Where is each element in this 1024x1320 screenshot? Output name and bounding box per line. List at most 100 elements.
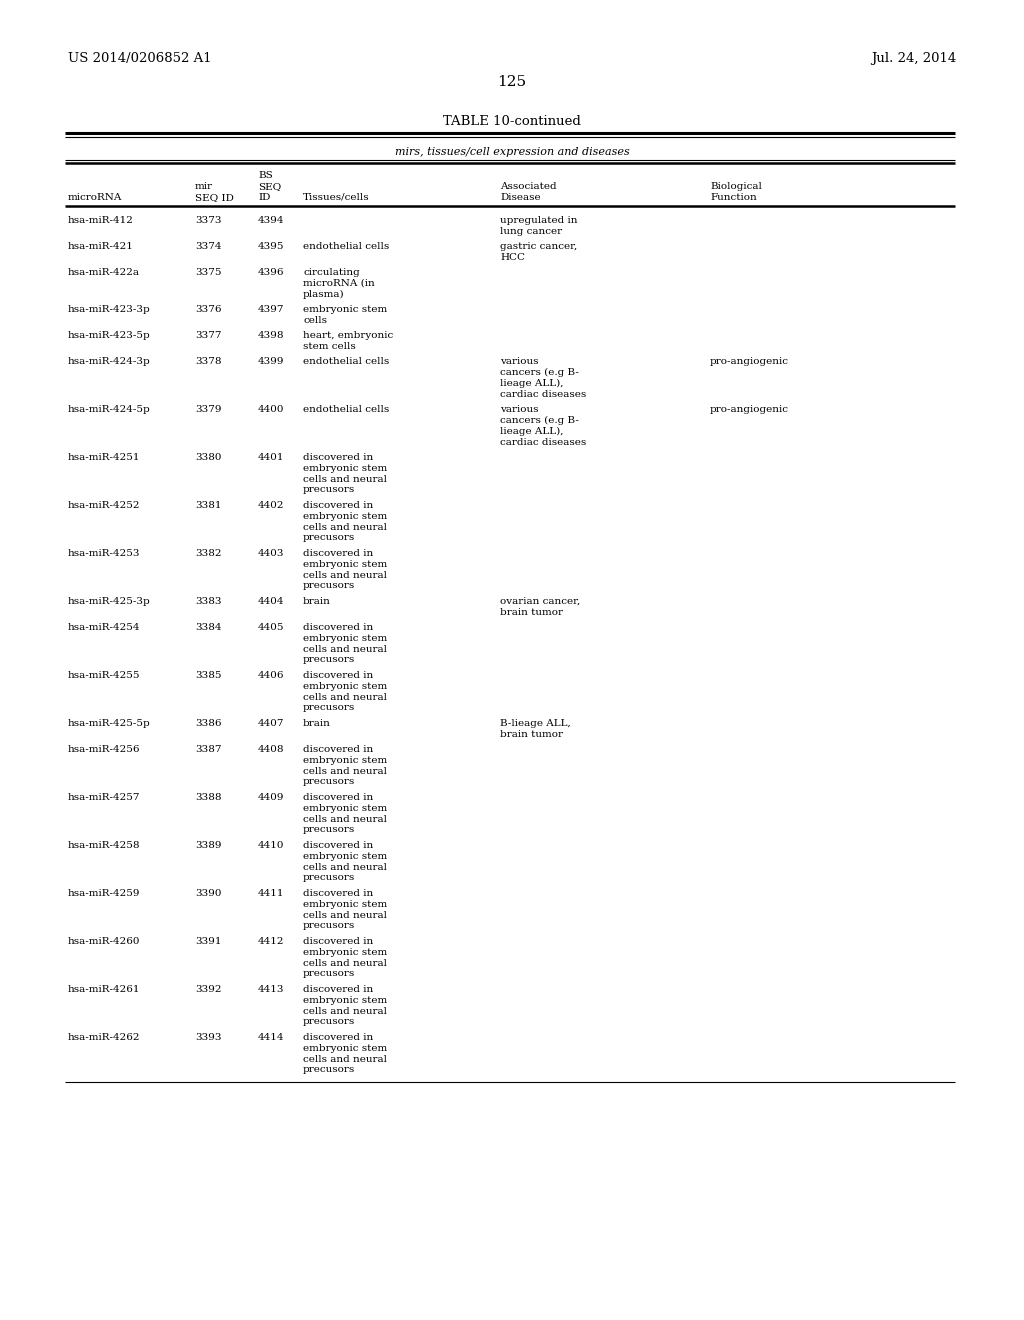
Text: 3387: 3387 <box>195 744 221 754</box>
Text: 3377: 3377 <box>195 331 221 341</box>
Text: 125: 125 <box>498 75 526 88</box>
Text: 3386: 3386 <box>195 719 221 729</box>
Text: hsa-miR-425-5p: hsa-miR-425-5p <box>68 719 151 729</box>
Text: 3379: 3379 <box>195 405 221 414</box>
Text: pro-angiogenic: pro-angiogenic <box>710 356 790 366</box>
Text: 4401: 4401 <box>258 453 285 462</box>
Text: discovered in
embryonic stem
cells and neural
precusors: discovered in embryonic stem cells and n… <box>303 793 387 834</box>
Text: 4408: 4408 <box>258 744 285 754</box>
Text: brain: brain <box>303 719 331 729</box>
Text: circulating
microRNA (in
plasma): circulating microRNA (in plasma) <box>303 268 375 298</box>
Text: discovered in
embryonic stem
cells and neural
precusors: discovered in embryonic stem cells and n… <box>303 502 387 543</box>
Text: discovered in
embryonic stem
cells and neural
precusors: discovered in embryonic stem cells and n… <box>303 671 387 713</box>
Text: endothelial cells: endothelial cells <box>303 405 389 414</box>
Text: various
cancers (e.g B-
lieage ALL),
cardiac diseases: various cancers (e.g B- lieage ALL), car… <box>500 356 587 399</box>
Text: 4397: 4397 <box>258 305 285 314</box>
Text: 3383: 3383 <box>195 597 221 606</box>
Text: 3376: 3376 <box>195 305 221 314</box>
Text: hsa-miR-4256: hsa-miR-4256 <box>68 744 140 754</box>
Text: Tissues/cells: Tissues/cells <box>303 193 370 202</box>
Text: discovered in
embryonic stem
cells and neural
precusors: discovered in embryonic stem cells and n… <box>303 744 387 787</box>
Text: endothelial cells: endothelial cells <box>303 242 389 251</box>
Text: heart, embryonic
stem cells: heart, embryonic stem cells <box>303 331 393 351</box>
Text: SEQ ID: SEQ ID <box>195 193 233 202</box>
Text: SEQ: SEQ <box>258 182 282 191</box>
Text: US 2014/0206852 A1: US 2014/0206852 A1 <box>68 51 212 65</box>
Text: hsa-miR-4260: hsa-miR-4260 <box>68 937 140 946</box>
Text: 4403: 4403 <box>258 549 285 558</box>
Text: mirs, tissues/cell expression and diseases: mirs, tissues/cell expression and diseas… <box>394 147 630 157</box>
Text: 3381: 3381 <box>195 502 221 510</box>
Text: 3389: 3389 <box>195 841 221 850</box>
Text: pro-angiogenic: pro-angiogenic <box>710 405 790 414</box>
Text: Associated: Associated <box>500 182 557 191</box>
Text: 4412: 4412 <box>258 937 285 946</box>
Text: 4400: 4400 <box>258 405 285 414</box>
Text: 4410: 4410 <box>258 841 285 850</box>
Text: Biological: Biological <box>710 182 762 191</box>
Text: brain: brain <box>303 597 331 606</box>
Text: various
cancers (e.g B-
lieage ALL),
cardiac diseases: various cancers (e.g B- lieage ALL), car… <box>500 405 587 446</box>
Text: embryonic stem
cells: embryonic stem cells <box>303 305 387 325</box>
Text: 3373: 3373 <box>195 216 221 224</box>
Text: hsa-miR-422a: hsa-miR-422a <box>68 268 140 277</box>
Text: 4404: 4404 <box>258 597 285 606</box>
Text: endothelial cells: endothelial cells <box>303 356 389 366</box>
Text: Function: Function <box>710 193 757 202</box>
Text: ovarian cancer,
brain tumor: ovarian cancer, brain tumor <box>500 597 581 616</box>
Text: B-lieage ALL,
brain tumor: B-lieage ALL, brain tumor <box>500 719 570 739</box>
Text: microRNA: microRNA <box>68 193 123 202</box>
Text: discovered in
embryonic stem
cells and neural
precusors: discovered in embryonic stem cells and n… <box>303 1034 387 1074</box>
Text: hsa-miR-4261: hsa-miR-4261 <box>68 985 140 994</box>
Text: hsa-miR-4259: hsa-miR-4259 <box>68 888 140 898</box>
Text: hsa-miR-412: hsa-miR-412 <box>68 216 134 224</box>
Text: hsa-miR-424-5p: hsa-miR-424-5p <box>68 405 151 414</box>
Text: 4407: 4407 <box>258 719 285 729</box>
Text: 4411: 4411 <box>258 888 285 898</box>
Text: ID: ID <box>258 193 270 202</box>
Text: 3390: 3390 <box>195 888 221 898</box>
Text: hsa-miR-4255: hsa-miR-4255 <box>68 671 140 680</box>
Text: 4406: 4406 <box>258 671 285 680</box>
Text: 4396: 4396 <box>258 268 285 277</box>
Text: discovered in
embryonic stem
cells and neural
precusors: discovered in embryonic stem cells and n… <box>303 549 387 590</box>
Text: 4394: 4394 <box>258 216 285 224</box>
Text: discovered in
embryonic stem
cells and neural
precusors: discovered in embryonic stem cells and n… <box>303 888 387 931</box>
Text: discovered in
embryonic stem
cells and neural
precusors: discovered in embryonic stem cells and n… <box>303 937 387 978</box>
Text: 4399: 4399 <box>258 356 285 366</box>
Text: 4398: 4398 <box>258 331 285 341</box>
Text: hsa-miR-4262: hsa-miR-4262 <box>68 1034 140 1041</box>
Text: 3388: 3388 <box>195 793 221 803</box>
Text: 3375: 3375 <box>195 268 221 277</box>
Text: 3384: 3384 <box>195 623 221 632</box>
Text: mir: mir <box>195 182 213 191</box>
Text: hsa-miR-421: hsa-miR-421 <box>68 242 134 251</box>
Text: 4414: 4414 <box>258 1034 285 1041</box>
Text: hsa-miR-4251: hsa-miR-4251 <box>68 453 140 462</box>
Text: 3380: 3380 <box>195 453 221 462</box>
Text: TABLE 10-continued: TABLE 10-continued <box>443 115 581 128</box>
Text: 3393: 3393 <box>195 1034 221 1041</box>
Text: hsa-miR-424-3p: hsa-miR-424-3p <box>68 356 151 366</box>
Text: 3382: 3382 <box>195 549 221 558</box>
Text: BS: BS <box>258 172 272 180</box>
Text: hsa-miR-425-3p: hsa-miR-425-3p <box>68 597 151 606</box>
Text: hsa-miR-4253: hsa-miR-4253 <box>68 549 140 558</box>
Text: 3392: 3392 <box>195 985 221 994</box>
Text: 3378: 3378 <box>195 356 221 366</box>
Text: discovered in
embryonic stem
cells and neural
precusors: discovered in embryonic stem cells and n… <box>303 985 387 1026</box>
Text: Disease: Disease <box>500 193 541 202</box>
Text: Jul. 24, 2014: Jul. 24, 2014 <box>870 51 956 65</box>
Text: 3391: 3391 <box>195 937 221 946</box>
Text: hsa-miR-423-5p: hsa-miR-423-5p <box>68 331 151 341</box>
Text: 4395: 4395 <box>258 242 285 251</box>
Text: hsa-miR-4257: hsa-miR-4257 <box>68 793 140 803</box>
Text: hsa-miR-423-3p: hsa-miR-423-3p <box>68 305 151 314</box>
Text: 4409: 4409 <box>258 793 285 803</box>
Text: hsa-miR-4254: hsa-miR-4254 <box>68 623 140 632</box>
Text: 4405: 4405 <box>258 623 285 632</box>
Text: hsa-miR-4258: hsa-miR-4258 <box>68 841 140 850</box>
Text: hsa-miR-4252: hsa-miR-4252 <box>68 502 140 510</box>
Text: 4413: 4413 <box>258 985 285 994</box>
Text: 3374: 3374 <box>195 242 221 251</box>
